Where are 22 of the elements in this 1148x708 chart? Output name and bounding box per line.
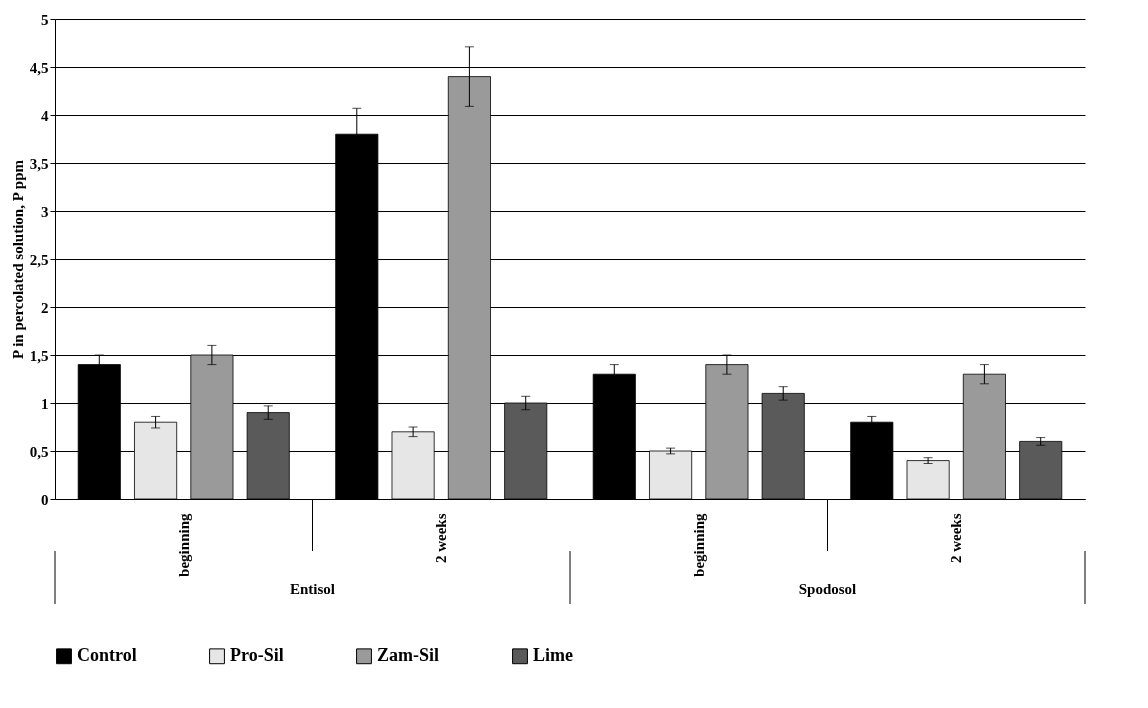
legend-label: Lime [533,645,573,666]
x-tick-label: beginning [175,513,192,577]
y-tick-label: 2,5 [29,251,49,268]
y-tick-label: 0 [41,491,49,508]
y-axis-title: P in percolated solution, P ppm [9,159,26,359]
y-tick-label: 1 [41,395,49,412]
text: Spodosol [798,581,857,597]
x-tick-label: 2 weeks [433,513,450,564]
y-tick-label: 4,5 [29,59,49,76]
legend-label: Pro-Sil [230,645,284,666]
y-tick-label: 4 [41,107,49,124]
y-tick-label: 3 [41,203,49,220]
legend-label: Control [77,645,137,666]
x-tick-label: 2 weeks [948,513,965,564]
x-tick-label: beginning [690,513,707,577]
y-tick-label: 3,5 [29,155,49,172]
y-tick-label: 1,5 [29,347,49,364]
y-tick-label: 2 [41,299,49,316]
text: Entisol [289,581,336,597]
y-tick-label: 0,5 [29,443,49,460]
legend-label: Zam-Sil [377,645,440,666]
y-tick-label: 5 [41,11,49,28]
